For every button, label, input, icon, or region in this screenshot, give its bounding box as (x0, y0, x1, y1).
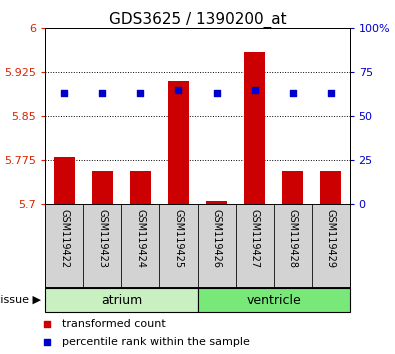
Text: GSM119422: GSM119422 (59, 209, 70, 268)
Text: tissue ▶: tissue ▶ (0, 295, 41, 305)
Point (99, 90, 105, 96)
Point (213, 90, 220, 96)
Point (61, 90, 68, 96)
Bar (54, 157, 75, 204)
Bar (273, 204, 312, 287)
Point (290, 90, 296, 96)
Text: GSM119426: GSM119426 (211, 209, 222, 268)
Text: transformed count: transformed count (62, 319, 166, 329)
Bar (320, 171, 341, 204)
Point (251, 87, 258, 92)
Point (137, 90, 144, 96)
Bar (198, 288, 350, 312)
Text: GSM119428: GSM119428 (288, 209, 297, 268)
Text: ventricle: ventricle (246, 293, 301, 307)
Point (175, 87, 182, 92)
Text: GSM119427: GSM119427 (250, 209, 260, 268)
Bar (312, 204, 350, 287)
Text: atrium: atrium (101, 293, 142, 307)
Bar (45, 288, 198, 312)
Point (327, 90, 334, 96)
Bar (235, 204, 274, 287)
Bar (168, 81, 189, 204)
Text: GSM119423: GSM119423 (98, 209, 107, 268)
Bar (122, 204, 160, 287)
Title: GDS3625 / 1390200_at: GDS3625 / 1390200_at (109, 12, 286, 28)
Bar (130, 171, 151, 204)
Point (275, 255, 282, 261)
Bar (83, 204, 122, 287)
Bar (198, 204, 235, 287)
Text: GSM119425: GSM119425 (173, 209, 184, 268)
Bar (282, 171, 303, 204)
Text: percentile rank within the sample: percentile rank within the sample (62, 337, 250, 347)
Bar (206, 201, 227, 204)
Point (275, 86, 282, 91)
Bar (244, 52, 265, 204)
Bar (92, 171, 113, 204)
Bar (45, 204, 83, 287)
Bar (160, 204, 198, 287)
Text: GSM119429: GSM119429 (325, 209, 336, 268)
Text: GSM119424: GSM119424 (135, 209, 145, 268)
